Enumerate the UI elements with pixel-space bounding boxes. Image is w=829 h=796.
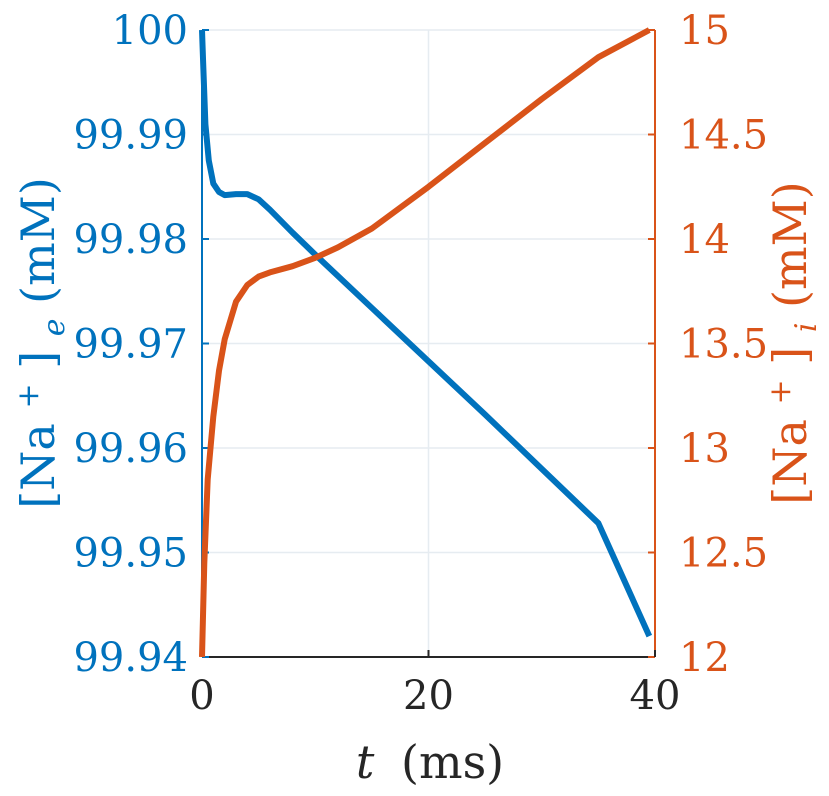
x-axis-label: t (ms) <box>356 735 504 789</box>
y-left-tick-label: 99.95 <box>73 531 188 577</box>
y-left-label-close: ] <box>11 351 65 369</box>
y-left-tick-label: 99.98 <box>73 217 188 263</box>
series-group <box>199 27 653 658</box>
y-right-tick-label: 13.5 <box>679 322 768 368</box>
y-left-tick-label: 99.94 <box>73 635 188 681</box>
y-right-tick-label: 12.5 <box>679 531 768 577</box>
y-right-label-sub: i <box>789 323 824 333</box>
y-right-label-close: ] <box>763 347 817 365</box>
series-line-na-extracellular <box>199 29 653 638</box>
y-right-label-unit: (mM) <box>763 181 817 308</box>
y-left-label-unit: (mM) <box>11 177 65 304</box>
y-left-tick-label: 99.97 <box>73 322 188 368</box>
y-left-label-sub: e <box>37 318 72 336</box>
x-axis-variable: t <box>356 735 375 789</box>
y-right-label-base: [Na <box>763 419 817 505</box>
x-tick-label: 0 <box>189 673 214 719</box>
y-left-tick-label: 100 <box>112 8 188 54</box>
y-left-axis-label: [Na + ] e (mM) <box>0 177 75 509</box>
y-right-axis-label: [Na + ] i (mM) <box>747 181 827 504</box>
y-left-tick-label: 99.96 <box>73 426 188 472</box>
tick-labels: 100 99.99 99.98 99.97 99.96 99.95 99.94 15 14.5 1… <box>73 8 768 719</box>
y-left-label-sup: + <box>11 383 46 408</box>
x-tick-label: 40 <box>630 673 681 719</box>
y-right-tick-label: 14 <box>679 217 730 263</box>
y-left-tick-label: 99.99 <box>73 113 188 159</box>
series-line-na-intracellular <box>199 27 651 658</box>
x-tick-label: 20 <box>403 673 454 719</box>
y-left-label-base: [Na <box>11 423 65 509</box>
y-right-tick-label: 12 <box>679 635 730 681</box>
y-right-tick-label: 14.5 <box>679 113 768 159</box>
y-right-label-sup: + <box>763 379 798 404</box>
y-right-tick-label: 15 <box>679 8 730 54</box>
x-axis-unit: (ms) <box>401 735 504 789</box>
y-right-tick-label: 13 <box>679 426 730 472</box>
grid <box>201 29 656 658</box>
